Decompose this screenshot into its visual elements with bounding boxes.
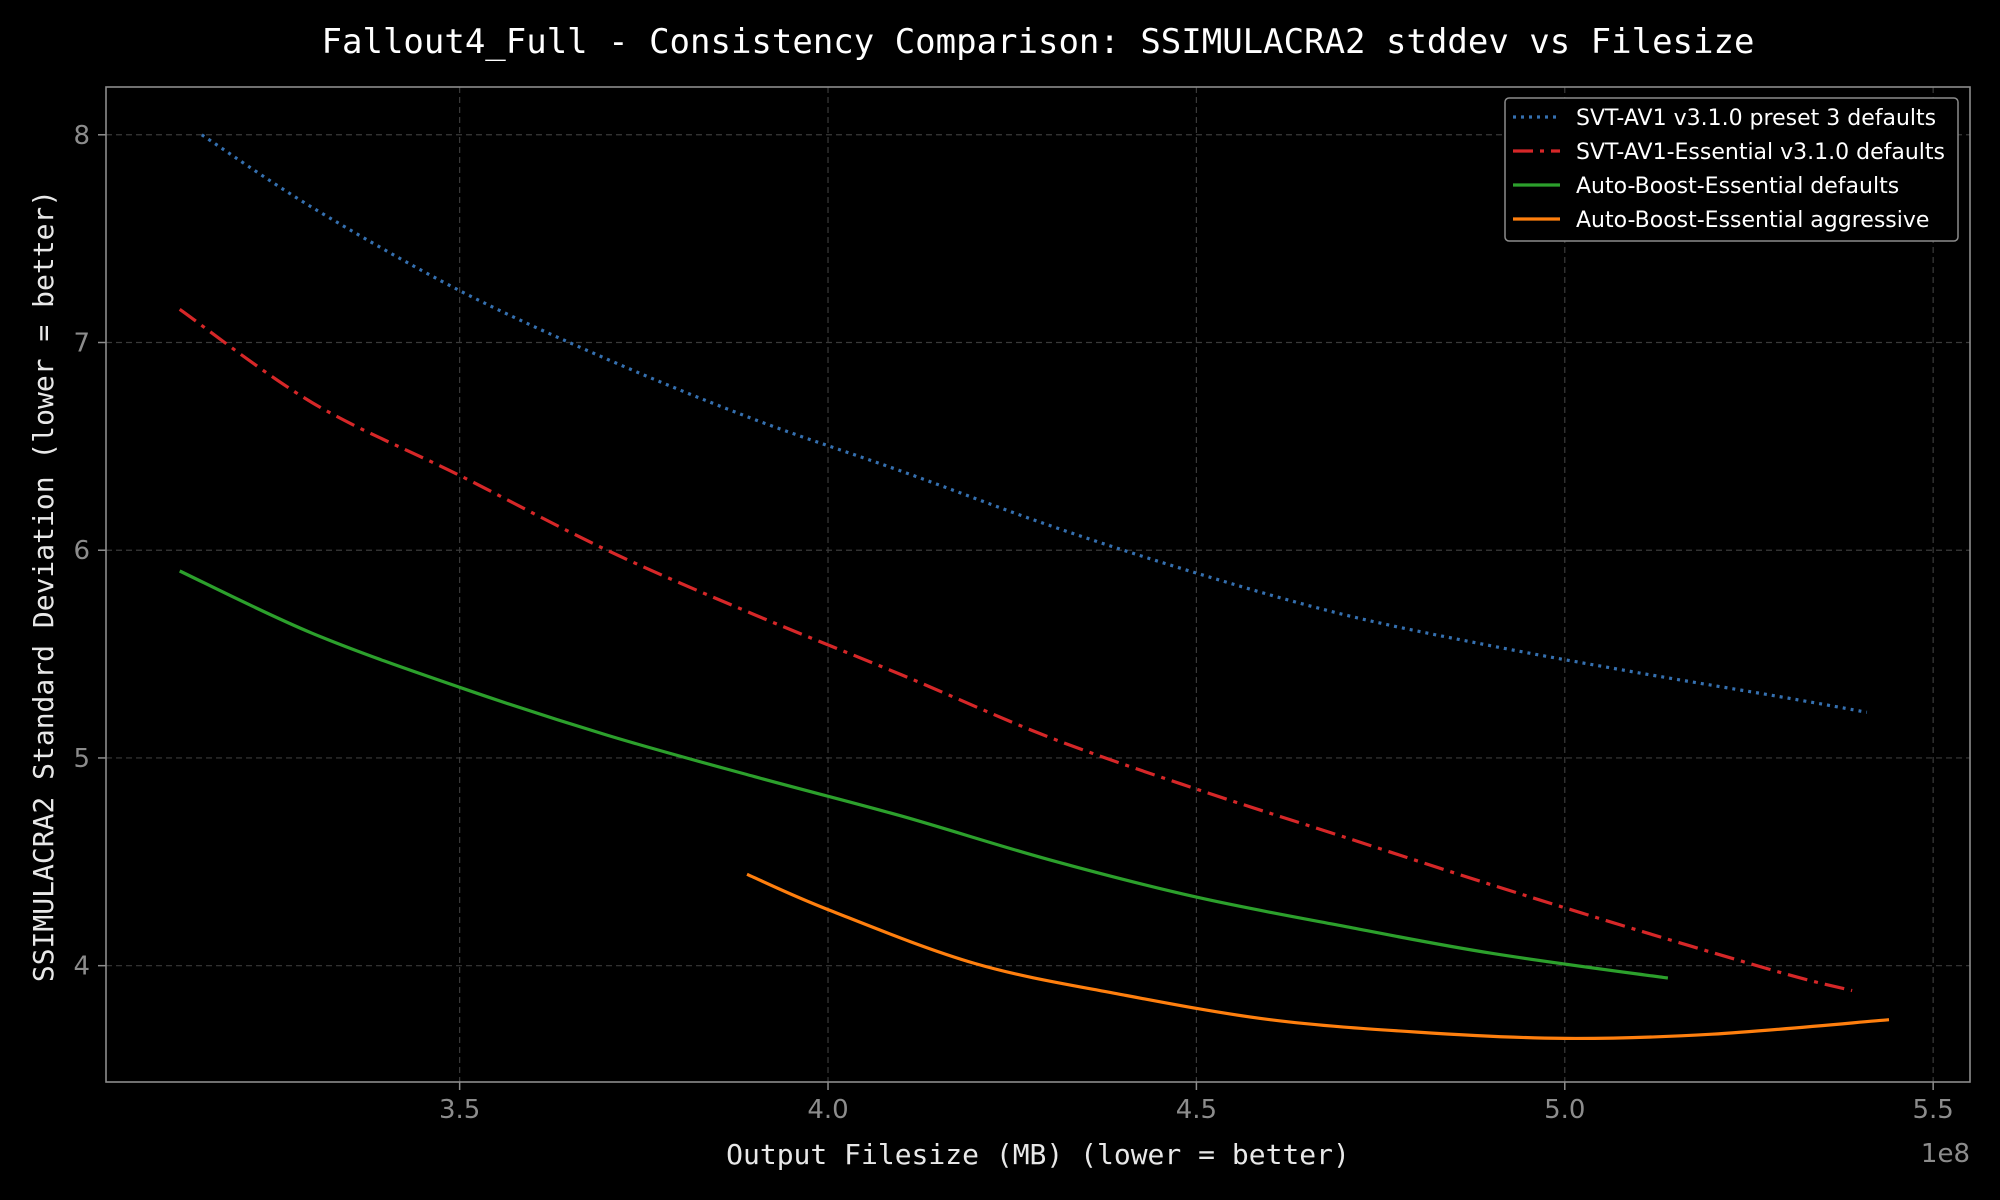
y-tick-label: 5: [73, 744, 90, 774]
series-line-3: [179, 569, 1669, 980]
x-tick-label: 4.0: [807, 1095, 848, 1125]
y-tick-label: 6: [73, 536, 90, 566]
series-line-2: [178, 307, 1853, 993]
x-tick-label: 3.5: [439, 1095, 480, 1125]
y-tick-label: 8: [73, 121, 90, 151]
y-axis-label: SSIMULACRA2 Standard Deviation (lower = …: [27, 190, 60, 982]
chart-title: Fallout4_Full - Consistency Comparison: …: [322, 22, 1755, 62]
plot-frame: [105, 86, 1971, 1083]
series-line-4: [746, 872, 1890, 1041]
legend: SVT-AV1 v3.1.0 preset 3 defaults SVT-AV1-…: [1504, 97, 1959, 242]
series-line-1: [200, 133, 1868, 714]
x-tick-label: 5.5: [1912, 1095, 1953, 1125]
series-lines: [178, 133, 1890, 1041]
x-tick-label: 5.0: [1544, 1095, 1585, 1125]
y-tick-label: 7: [73, 329, 90, 359]
y-tick-label: 4: [73, 952, 90, 982]
grid: [106, 87, 1970, 1082]
x-tick-label: 4.5: [1176, 1095, 1217, 1125]
axis-ticks: 3.5 4.0 4.5 5.0 5.5 4 5 6 7 8: [73, 121, 1953, 1125]
legend-label-2: SVT-AV1-Essential v3.1.0 defaults: [1576, 140, 1945, 165]
x-axis-offset-label: 1e8: [1921, 1139, 1970, 1169]
x-axis-label: Output Filesize (MB) (lower = better): [726, 1138, 1350, 1171]
legend-box: [1504, 97, 1959, 242]
legend-label-3: Auto-Boost-Essential defaults: [1576, 174, 1899, 199]
legend-label-1: SVT-AV1 v3.1.0 preset 3 defaults: [1576, 106, 1936, 131]
legend-label-4: Auto-Boost-Essential aggressive: [1576, 208, 1929, 233]
